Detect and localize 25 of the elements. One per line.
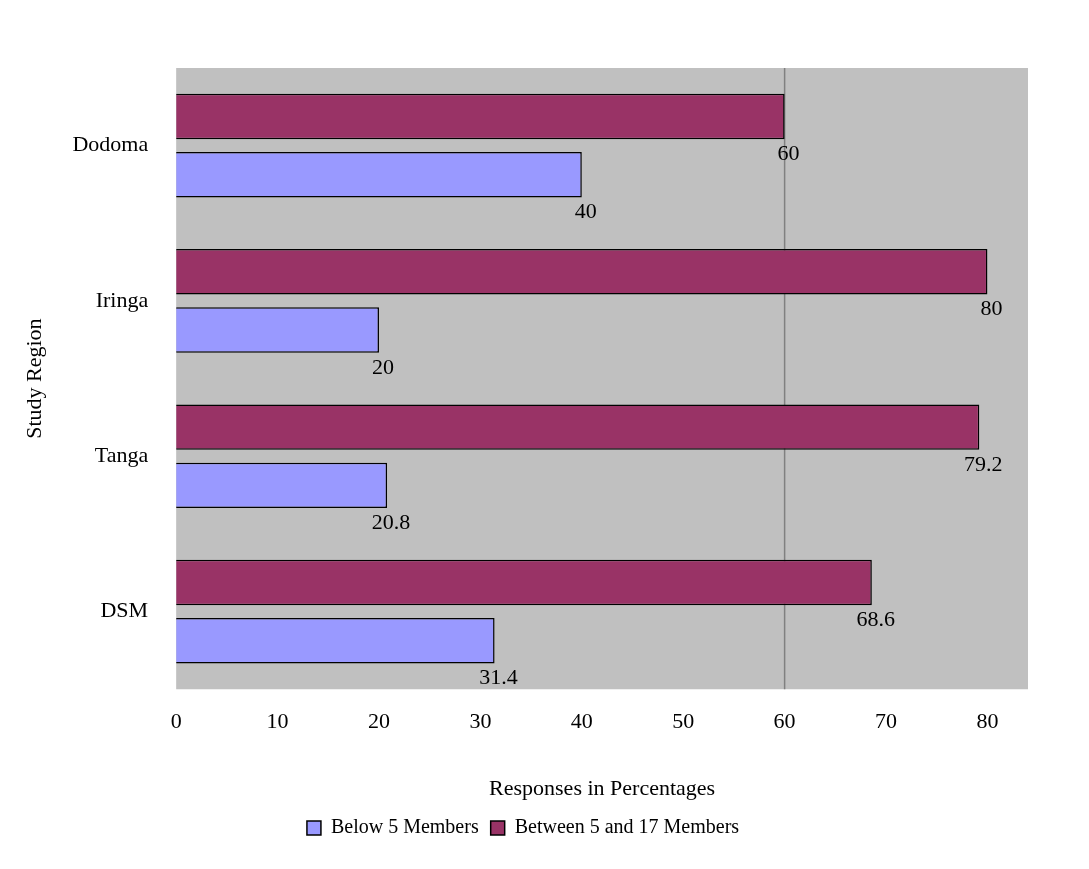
x-tick-label: 0 [170, 708, 182, 734]
x-tick-label: 70 [875, 708, 898, 734]
x-tick-label: 20 [367, 708, 390, 734]
data-label: 68.6 [856, 605, 896, 631]
y-tick-label: DSM [100, 597, 149, 623]
y-tick-label: Tanga [94, 442, 149, 468]
data-label: 79.2 [964, 450, 1003, 476]
x-axis-title: Responses in Percentages [489, 774, 716, 800]
legend-label: Below 5 Members [330, 815, 479, 838]
data-label: 40 [574, 198, 597, 224]
x-tick-label: 30 [469, 708, 492, 734]
data-label: 20 [371, 353, 394, 379]
x-tick-label: 80 [976, 708, 999, 734]
y-tick-label: Dodoma [72, 131, 149, 157]
legend-label: Between 5 and 17 Members [514, 815, 740, 838]
y-axis-title: Study Region [20, 318, 46, 439]
x-tick-label: 10 [266, 708, 289, 734]
y-tick-label: Iringa [95, 286, 149, 312]
data-label: 31.4 [479, 664, 518, 690]
data-label: 80 [980, 295, 1003, 321]
data-label: 20.8 [371, 508, 411, 534]
x-tick-label: 40 [570, 708, 593, 734]
x-tick-label: 60 [773, 708, 796, 734]
x-tick-label: 50 [672, 708, 695, 734]
data-label: 60 [777, 140, 800, 166]
